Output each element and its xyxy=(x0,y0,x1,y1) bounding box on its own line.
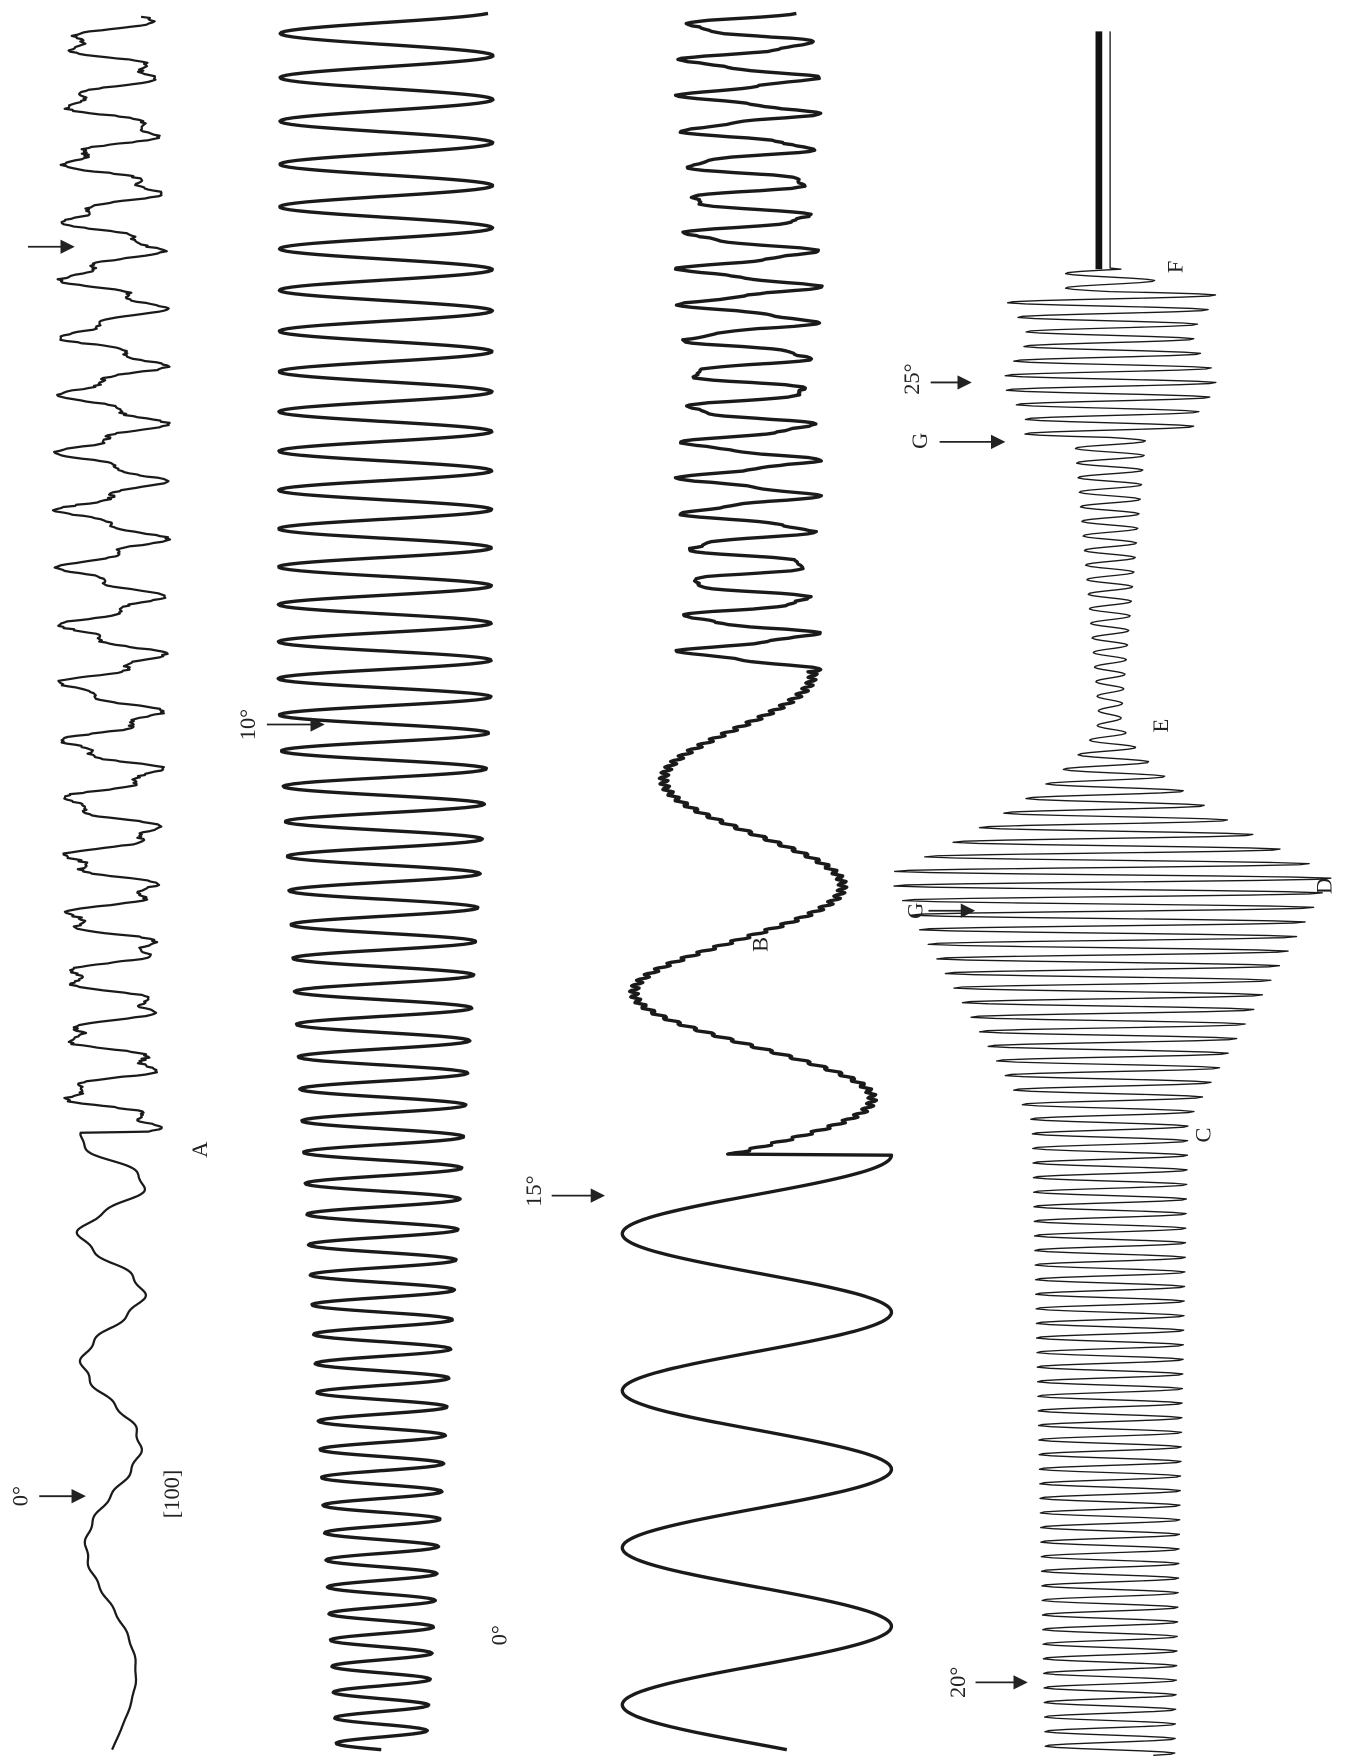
label: 25° xyxy=(899,363,924,394)
label: [100] xyxy=(159,1470,184,1519)
waveform xyxy=(53,17,170,1750)
traces xyxy=(53,13,1331,1755)
label: 10° xyxy=(235,709,260,740)
label: 20° xyxy=(945,1667,970,1698)
label: E xyxy=(1148,719,1173,733)
label: A xyxy=(187,1141,212,1158)
waveform xyxy=(278,13,493,1749)
arrows xyxy=(28,247,1026,1683)
label: C xyxy=(1191,1128,1216,1143)
label: 15° xyxy=(521,1175,546,1206)
label: F xyxy=(1163,261,1188,273)
label: B xyxy=(748,937,773,952)
label: 0° xyxy=(8,1486,33,1506)
waveform xyxy=(622,13,891,1749)
label: G xyxy=(907,433,932,449)
label: D xyxy=(1312,878,1337,894)
label: G xyxy=(902,903,927,919)
figure: 0° [100] A 10° 0° 15° B 20° C G D E G 25… xyxy=(0,0,1368,1762)
labels: 0° [100] A 10° 0° 15° B 20° C G D E G 25… xyxy=(8,261,1337,1698)
label: 0° xyxy=(486,1625,511,1645)
waveform xyxy=(894,31,1331,1755)
